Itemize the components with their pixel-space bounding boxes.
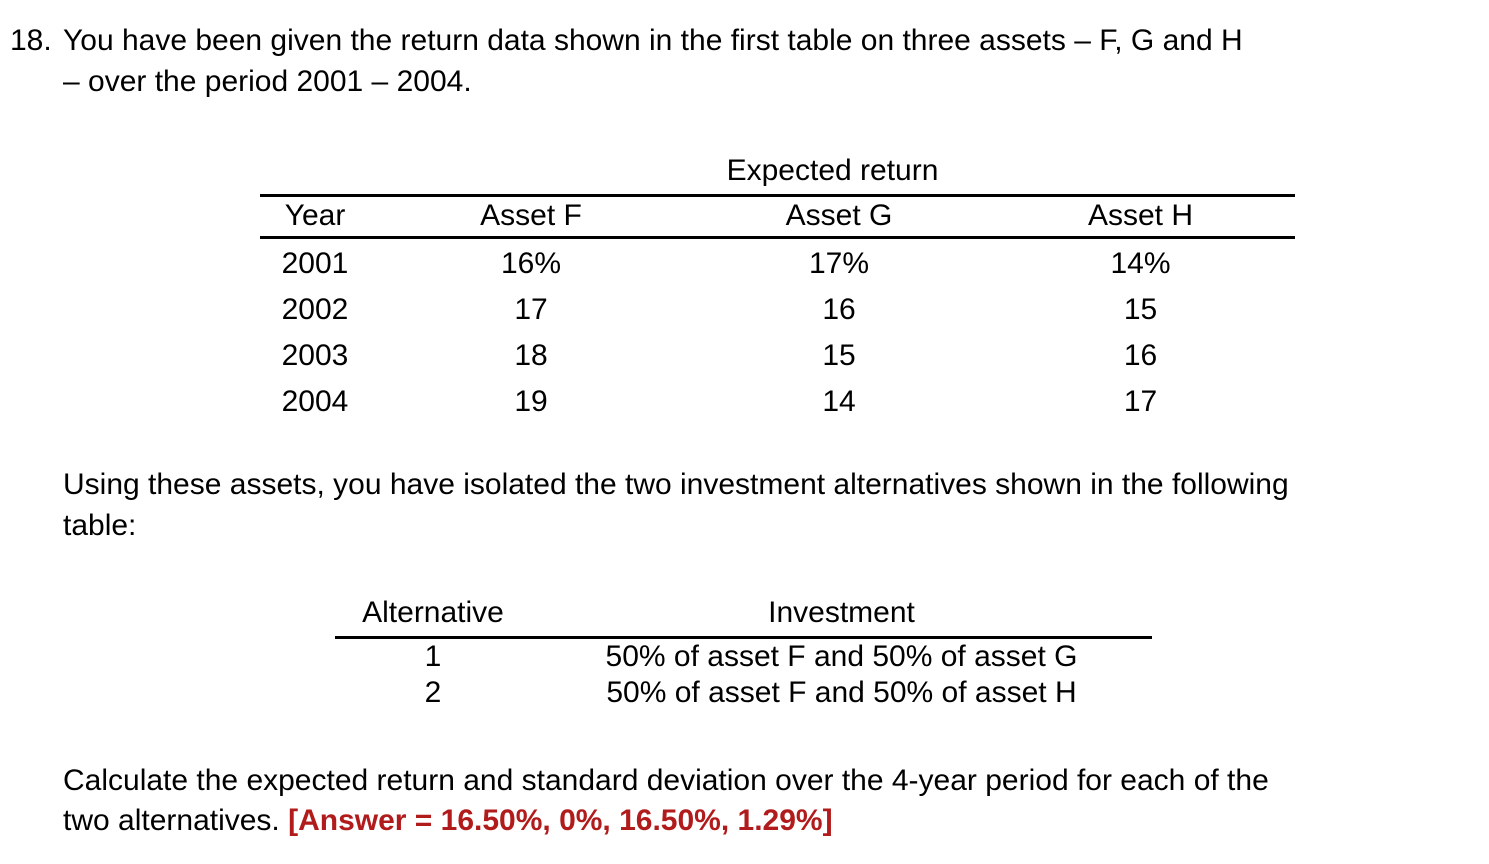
question-text-line2: – over the period 2001 – 2004. [63, 65, 472, 98]
cell-year: 2002 [281, 293, 349, 326]
table-row-2002: 2002 17 16 15 [260, 285, 1295, 331]
cell-asset-f: 19 [514, 385, 548, 418]
cell-asset-f: 17 [514, 293, 548, 326]
cell-year: 2003 [281, 339, 349, 372]
question-text: You have been given the return data show… [63, 20, 1243, 102]
col-header-asset-g: Asset G [692, 195, 986, 239]
answer-text: [Answer = 16.50%, 0%, 16.50%, 1.29%] [288, 804, 833, 837]
closing-paragraph-line2: two alternatives. [Answer = 16.50%, 0%, … [63, 801, 1489, 841]
cell-alternative: 2 [424, 676, 442, 709]
cell-year: 2004 [281, 385, 349, 418]
cell-asset-h: 17 [1123, 385, 1158, 418]
col-header-asset-f: Asset F [370, 195, 692, 239]
col-header-alternative: Alternative [335, 588, 531, 639]
col-header-asset-h: Asset H [986, 195, 1296, 239]
cell-asset-g: 15 [822, 339, 856, 372]
cell-asset-g: 16 [822, 293, 856, 326]
col-header-year: Year [260, 195, 370, 239]
middle-paragraph: Using these assets, you have isolated th… [63, 464, 1489, 546]
cell-investment: 50% of asset F and 50% of asset G [605, 640, 1078, 673]
closing-paragraph-line1: Calculate the expected return and standa… [63, 764, 1269, 797]
returns-table-caption-row: Expected return [260, 149, 1296, 197]
cell-asset-g: 14 [822, 385, 856, 418]
middle-paragraph-line2: table: [63, 509, 137, 542]
alternatives-table-header-row: Alternative Investment [335, 588, 1152, 639]
closing-paragraph: Calculate the expected return and standa… [63, 761, 1489, 841]
returns-table-header-row: Year Asset F Asset G Asset H [260, 195, 1296, 239]
cell-alternative: 1 [424, 640, 442, 673]
returns-table: Expected return Year Asset F Asset G Ass… [260, 149, 1296, 423]
cell-asset-h: 14% [1110, 247, 1171, 280]
table-row-2003: 2003 18 15 16 [260, 331, 1295, 377]
question-number: 18. [10, 24, 52, 57]
closing-paragraph-line2-prefix: two alternatives. [63, 804, 289, 837]
returns-table-caption-spacer [260, 149, 370, 197]
table-row-2004: 2004 19 14 17 [260, 377, 1295, 423]
alternatives-table: Alternative Investment 1 50% of asset F … [335, 588, 1152, 711]
cell-asset-f: 16% [500, 247, 562, 280]
question-paragraph: 18. You have been given the return data … [10, 20, 1489, 102]
col-header-investment: Investment [531, 588, 1152, 639]
table-row-alternative-2: 2 50% of asset F and 50% of asset H [335, 675, 1152, 711]
table-row-2001: 2001 16% 17% 14% [260, 238, 1295, 286]
returns-table-caption: Expected return [370, 149, 1296, 197]
question-text-line1: You have been given the return data show… [63, 24, 1243, 57]
cell-asset-g: 17% [808, 247, 870, 280]
cell-asset-f: 18 [514, 339, 548, 372]
cell-year: 2001 [281, 247, 349, 280]
cell-asset-h: 15 [1123, 293, 1158, 326]
cell-investment: 50% of asset F and 50% of asset H [606, 676, 1077, 709]
middle-paragraph-line1: Using these assets, you have isolated th… [63, 468, 1289, 501]
table-row-alternative-1: 1 50% of asset F and 50% of asset G [335, 638, 1152, 676]
cell-asset-h: 16 [1123, 339, 1158, 372]
